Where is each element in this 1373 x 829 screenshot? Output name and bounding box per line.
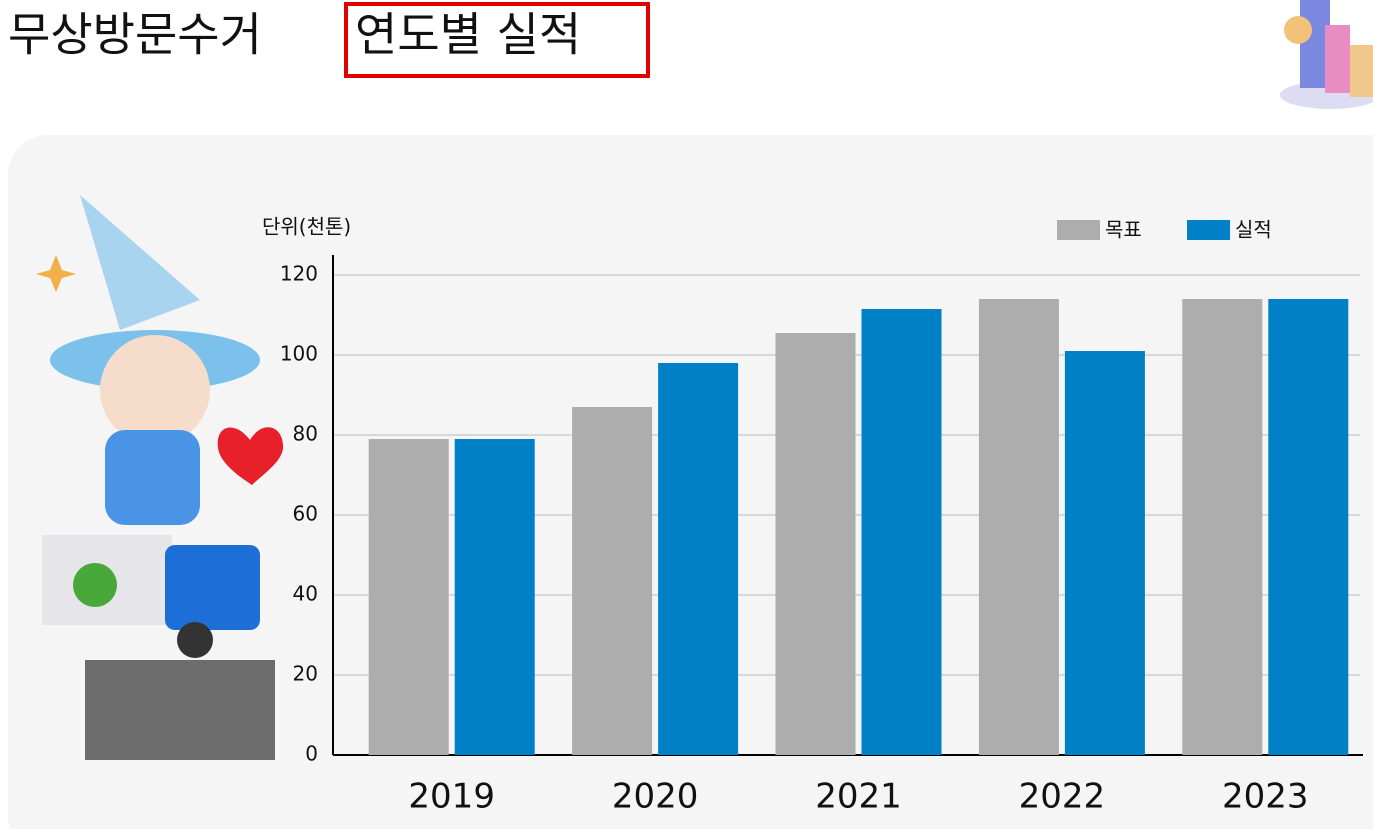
bar	[1064, 351, 1145, 755]
y-tick-label: 80	[293, 422, 318, 446]
bar	[1268, 299, 1349, 755]
y-tick-label: 40	[293, 582, 318, 606]
y-tick-label: 120	[280, 262, 318, 286]
bar	[572, 407, 653, 755]
x-tick-label: 2020	[612, 777, 699, 817]
mascot-illustration	[36, 195, 284, 760]
y-tick-label: 0	[305, 742, 318, 766]
bar	[658, 363, 739, 755]
y-unit: 단위(천톤)	[262, 215, 351, 239]
bar	[1182, 299, 1263, 755]
x-tick-label: 2021	[815, 777, 902, 817]
bar	[978, 299, 1059, 755]
x-tick-label: 2023	[1222, 777, 1309, 817]
chart-title-highlight: 연도별 실적	[355, 8, 581, 62]
y-tick-label: 100	[280, 342, 318, 366]
x-tick-label: 2019	[408, 777, 495, 817]
y-tick-label: 60	[293, 502, 318, 526]
bar	[368, 439, 449, 755]
chart-title: 무상방문수거	[8, 8, 262, 62]
chart-icon	[1280, 0, 1373, 109]
legend-swatch	[1187, 220, 1230, 240]
x-tick-label: 2022	[1019, 777, 1106, 817]
bar	[775, 333, 856, 755]
y-tick-label: 20	[293, 662, 318, 686]
legend-swatch	[1057, 220, 1100, 240]
bar	[454, 439, 535, 755]
legend-label: 목표	[1105, 218, 1142, 242]
legend-label: 실적	[1235, 218, 1272, 242]
highlight-box	[344, 2, 650, 78]
bar	[861, 309, 942, 755]
